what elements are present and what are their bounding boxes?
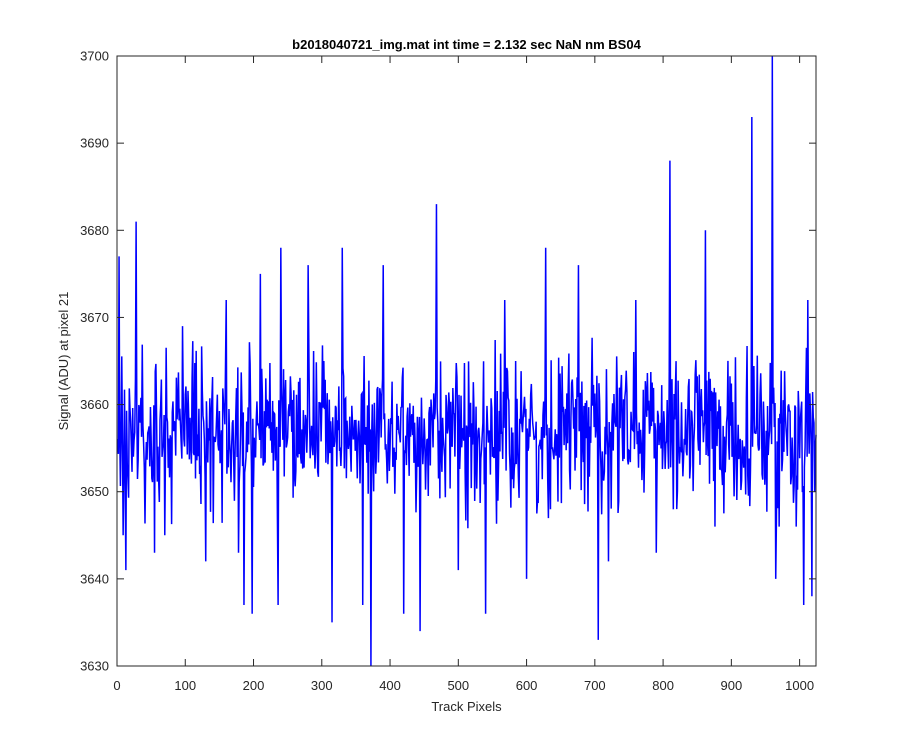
x-tick-label: 300 (311, 678, 333, 693)
chart-title: b2018040721_img.mat int time = 2.132 sec… (292, 37, 641, 52)
x-tick-label: 600 (516, 678, 538, 693)
y-tick-label: 3640 (80, 571, 109, 586)
y-axis-ticks: 3630 3640 3650 3660 3670 3680 3690 3700 (80, 49, 816, 674)
x-tick-label: 500 (447, 678, 469, 693)
y-axis-label: Signal (ADU) at pixel 21 (56, 292, 71, 431)
y-tick-label: 3670 (80, 310, 109, 325)
y-tick-label: 3630 (80, 659, 109, 674)
y-tick-label: 3660 (80, 397, 109, 412)
x-tick-label: 200 (243, 678, 265, 693)
series-line (116, 55, 817, 667)
x-tick-label: 0 (113, 678, 120, 693)
axes-box (116, 55, 817, 667)
x-tick-label: 900 (721, 678, 743, 693)
x-axis-ticks: 0 100 200 300 400 500 600 700 800 900 1000 (113, 56, 814, 693)
x-tick-label: 700 (584, 678, 606, 693)
x-tick-label: 400 (379, 678, 401, 693)
plot-area (117, 56, 816, 666)
x-tick-label: 100 (174, 678, 196, 693)
x-axis-label: Track Pixels (431, 699, 502, 714)
x-tick-label: 1000 (785, 678, 814, 693)
y-tick-label: 3680 (80, 223, 109, 238)
x-tick-label: 800 (652, 678, 674, 693)
y-tick-label: 3650 (80, 484, 109, 499)
axes (116, 55, 817, 667)
y-tick-label: 3700 (80, 49, 109, 64)
y-tick-label: 3690 (80, 136, 109, 151)
